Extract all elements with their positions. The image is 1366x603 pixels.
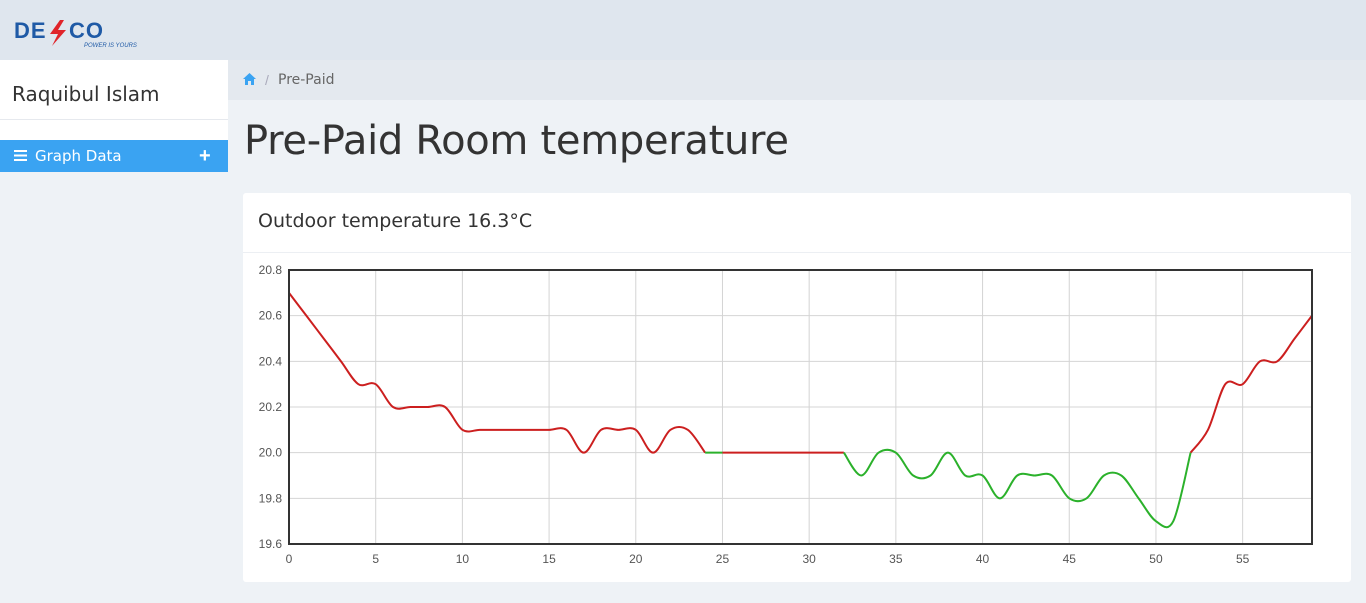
user-box: Raquibul Islam — [0, 60, 228, 120]
x-tick-label: 30 — [802, 552, 816, 566]
plot-frame — [288, 269, 1313, 545]
sidebar-item-graph-data[interactable]: Graph Data + — [0, 140, 228, 172]
y-tick-label: 20.2 — [259, 400, 283, 414]
sidebar: Raquibul Islam Graph Data + — [0, 60, 228, 603]
x-tick-label: 45 — [1063, 552, 1077, 566]
home-icon[interactable] — [243, 73, 256, 85]
svg-text:POWER IS YOURS: POWER IS YOURS — [84, 43, 137, 49]
series-line-segment — [288, 292, 706, 454]
user-name: Raquibul Islam — [12, 82, 160, 106]
x-tick-label: 35 — [889, 552, 903, 566]
x-tick-label: 5 — [372, 552, 379, 566]
x-tick-label: 50 — [1149, 552, 1163, 566]
y-tick-label: 20.0 — [259, 446, 283, 460]
card-title: Outdoor temperature 16.3°C — [258, 210, 533, 232]
page-title: Pre-Paid Room temperature — [244, 118, 789, 164]
svg-text:DE: DE — [14, 18, 47, 43]
desco-logo[interactable]: DE CO POWER IS YOURS — [14, 16, 154, 50]
breadcrumb: / Pre-Paid — [228, 60, 1366, 100]
plus-icon[interactable]: + — [199, 145, 211, 167]
x-tick-label: 0 — [286, 552, 293, 566]
y-tick-label: 20.8 — [259, 263, 283, 277]
series-line-segment — [843, 448, 1192, 529]
card-header: Outdoor temperature 16.3°C — [243, 193, 1351, 253]
temperature-chart: 0 5 10 15 20 25 30 35 40 45 50 55 19.6 19.8 20.0 20.2 20… — [259, 263, 1313, 566]
sidebar-spacer — [0, 120, 228, 140]
x-tick-label: 20 — [629, 552, 643, 566]
y-tick-label: 20.6 — [259, 309, 283, 323]
top-bar: DE CO POWER IS YOURS — [0, 0, 1366, 60]
x-tick-label: 10 — [456, 552, 470, 566]
x-tick-label: 40 — [976, 552, 990, 566]
x-tick-label: 15 — [542, 552, 556, 566]
breadcrumb-current: Pre-Paid — [278, 72, 335, 88]
bars-icon — [14, 150, 27, 161]
x-tick-label: 25 — [716, 552, 730, 566]
chart-card: Outdoor temperature 16.3°C 0 5 10 15 20 25 30 3… — [243, 193, 1351, 582]
sidebar-item-label: Graph Data — [35, 147, 122, 165]
breadcrumb-separator: / — [265, 72, 269, 88]
y-tick-label: 20.4 — [259, 354, 283, 368]
y-tick-label: 19.8 — [259, 491, 283, 505]
series-line-segment — [1189, 315, 1313, 454]
x-tick-label: 55 — [1236, 552, 1250, 566]
svg-text:CO: CO — [69, 18, 104, 43]
y-tick-label: 19.6 — [259, 537, 283, 551]
